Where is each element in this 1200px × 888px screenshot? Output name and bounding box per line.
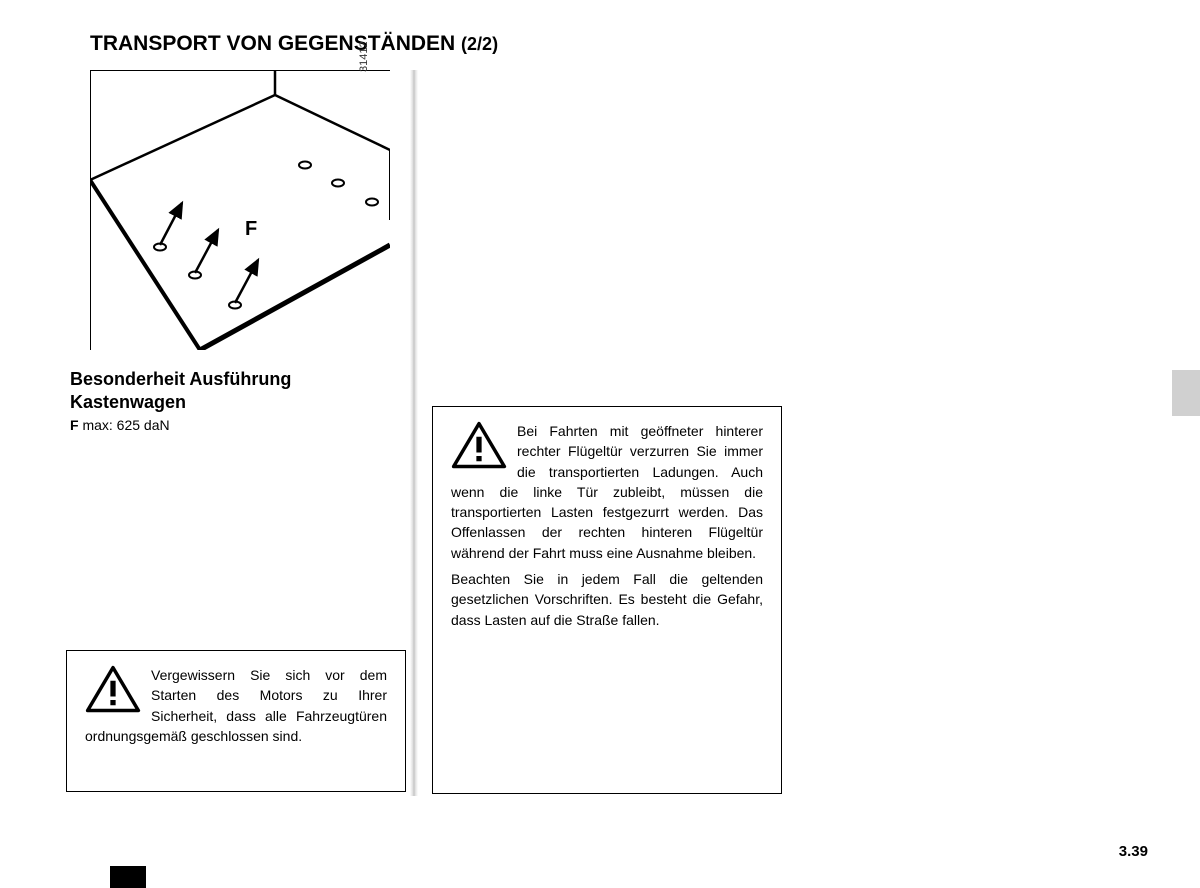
warning-box-open-door: Bei Fahrten mit geöffneter hinterer rech… <box>432 406 782 794</box>
title-suffix: (2/2) <box>461 34 498 54</box>
warning-icon <box>451 421 507 471</box>
page-number: 3.39 <box>1119 843 1148 860</box>
warning-text-open-door-p2: Beachten Sie in jedem Fall die geltenden… <box>451 569 763 630</box>
fmax-line: F max: 625 daN <box>70 417 400 433</box>
section-tab <box>1172 370 1200 416</box>
fmax-label: F <box>70 417 79 433</box>
page-title: TRANSPORT VON GEGENSTÄNDEN (2/2) <box>90 32 498 56</box>
fmax-value: max: 625 daN <box>79 417 170 433</box>
title-text: TRANSPORT VON GEGENSTÄNDEN <box>90 32 455 55</box>
warning-icon <box>85 665 141 715</box>
diagram-force-label: F <box>245 218 257 240</box>
subheading-block: Besonderheit Ausführung Kastenwagen F ma… <box>70 368 400 433</box>
subheading: Besonderheit Ausführung Kastenwagen <box>70 368 400 413</box>
warning-box-doors: Vergewissern Sie sich vor dem Starten de… <box>66 650 406 792</box>
footer-crop-mark <box>110 866 146 888</box>
column-separator <box>410 70 418 796</box>
diagram-code: 31412 <box>358 41 370 72</box>
cargo-floor-diagram: F <box>90 70 390 350</box>
